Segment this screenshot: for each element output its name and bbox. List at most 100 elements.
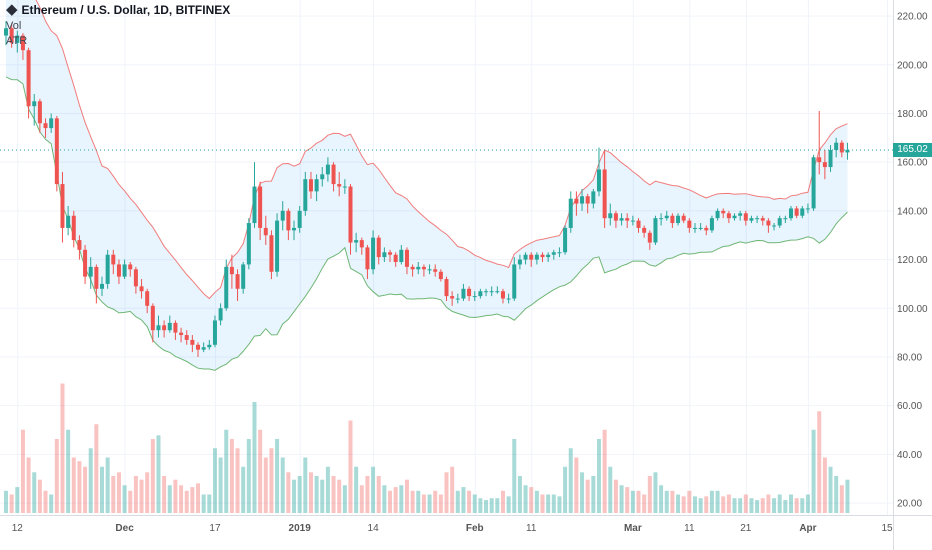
candle-body — [224, 266, 229, 309]
candle-body — [196, 344, 201, 350]
candle-body — [659, 218, 664, 220]
volume-bar — [88, 448, 93, 513]
last-price-label: 165.02 — [893, 142, 932, 157]
volume-bar — [359, 485, 364, 513]
candle-body — [382, 252, 387, 258]
candle-body — [642, 227, 647, 233]
volume-bar — [517, 476, 522, 513]
candle-body — [139, 286, 144, 292]
volume-bar — [286, 472, 291, 513]
volume-bar — [613, 479, 618, 513]
candle-body — [252, 186, 257, 224]
candle-body — [478, 291, 483, 297]
volume-bar — [229, 439, 234, 513]
volume-bar — [822, 457, 827, 513]
volume-bar — [60, 383, 65, 513]
candle-body — [37, 101, 42, 124]
volume-bar — [269, 448, 274, 513]
volume-bar — [404, 479, 409, 513]
candle-body — [772, 225, 777, 227]
candle-body — [173, 322, 178, 333]
volume-bar — [26, 457, 31, 513]
candle-body — [495, 291, 500, 293]
candle-body — [60, 184, 65, 228]
volume-bar — [275, 439, 280, 513]
volume-bar — [410, 490, 415, 513]
candle-body — [393, 254, 398, 263]
candle-body — [167, 322, 172, 331]
volume-bar — [20, 429, 25, 513]
symbol-title-row[interactable]: ◆ Ethereum / U.S. Dollar, 1D, BITFINEX — [6, 2, 230, 17]
volume-bar — [568, 448, 573, 513]
candle-body — [534, 254, 539, 260]
candle-body — [709, 218, 714, 231]
volume-bar — [461, 487, 466, 513]
volume-bar — [557, 496, 562, 513]
volume-bar — [455, 490, 460, 513]
candle-body — [128, 264, 133, 270]
candle-body — [698, 227, 703, 229]
volume-bar — [354, 466, 359, 513]
volume-bar — [365, 476, 370, 513]
candle-body — [805, 208, 810, 210]
price-axis[interactable] — [893, 0, 932, 515]
volume-bar — [246, 439, 251, 513]
volume-bar — [721, 496, 726, 513]
candle-body — [49, 118, 54, 129]
volume-bar — [574, 457, 579, 513]
candle-body — [365, 247, 370, 270]
time-axis[interactable] — [0, 515, 893, 550]
candle-body — [314, 179, 319, 192]
candle-body — [755, 218, 760, 220]
volume-bar — [732, 498, 737, 513]
band-lower-line — [5, 76, 848, 371]
candle-body — [218, 308, 223, 321]
candle-body — [416, 266, 421, 270]
price-axis-label: 160.00 — [897, 158, 928, 169]
volume-bar — [207, 494, 212, 513]
volume-bar — [122, 485, 127, 513]
candle-body — [715, 210, 720, 219]
candles — [4, 20, 850, 357]
volume-bar — [845, 479, 850, 513]
indicator-atr[interactable]: ATR — [6, 35, 28, 47]
volume-bar — [805, 494, 810, 513]
volume-bar — [755, 500, 760, 513]
volume-bar — [472, 494, 477, 513]
ethereum-logo-icon: ◆ — [6, 1, 18, 18]
time-axis-label: 2019 — [289, 523, 312, 534]
candle-body — [489, 291, 494, 293]
candle-body — [619, 218, 624, 221]
volume-bar — [224, 429, 229, 513]
volume-bar — [83, 466, 88, 513]
price-axis-label: 180.00 — [897, 109, 928, 120]
volume-bar — [292, 479, 297, 513]
candle-body — [450, 296, 455, 299]
volume-bar — [111, 476, 116, 513]
volume-bar — [116, 472, 121, 513]
candle-body — [156, 325, 161, 331]
volume-bar — [828, 466, 833, 513]
candle-body — [303, 179, 308, 211]
volume-bar — [133, 476, 138, 513]
volume-bar — [150, 439, 155, 513]
volume-bar — [630, 490, 635, 513]
candle-body — [794, 208, 799, 216]
candle-body — [839, 142, 844, 153]
volume-bar — [348, 420, 353, 513]
candle-body — [122, 264, 127, 277]
volume-bar — [596, 439, 601, 513]
volume-bar — [212, 448, 217, 513]
volume-bar — [726, 494, 731, 513]
candle-body — [190, 339, 195, 345]
candle-body — [116, 264, 121, 277]
candle-body — [258, 186, 263, 228]
candle-body — [376, 237, 381, 258]
candle-body — [263, 227, 268, 236]
volume-bar — [506, 496, 511, 513]
indicator-vol[interactable]: Vol — [6, 20, 22, 32]
volume-bar — [670, 490, 675, 513]
volume-bar — [399, 485, 404, 513]
volume-bar — [653, 472, 658, 513]
